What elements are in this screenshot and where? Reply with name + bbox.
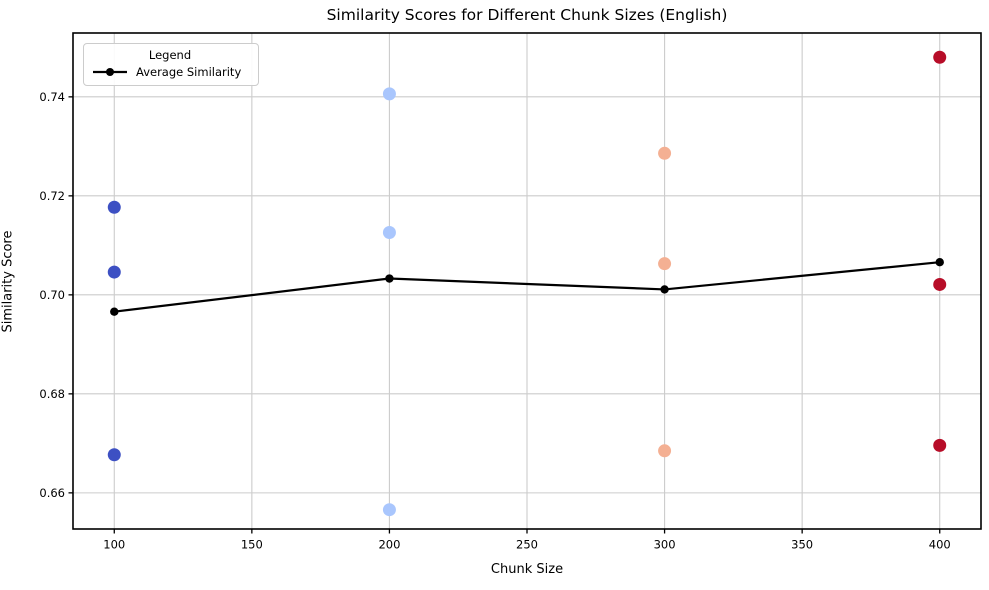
scatter-point — [107, 448, 121, 462]
average-point — [110, 307, 119, 316]
average-line — [114, 261, 940, 313]
legend-entry-label: Average Similarity — [136, 65, 242, 79]
plot-frame — [72, 32, 982, 530]
scatter-point — [658, 146, 672, 160]
y-tick-label: 0.68 — [39, 387, 65, 401]
x-tick-label: 350 — [791, 538, 813, 552]
x-axis-label: Chunk Size — [490, 562, 564, 577]
line-dot-marker-icon — [93, 68, 127, 76]
scatter-point — [658, 257, 672, 271]
y-tick-label: 0.66 — [39, 486, 65, 500]
chart-title: Similarity Scores for Different Chunk Si… — [326, 6, 728, 24]
scatter-point — [107, 265, 121, 279]
y-tick-label: 0.70 — [39, 288, 65, 302]
x-tick-label: 250 — [516, 538, 538, 552]
average-point — [385, 274, 394, 283]
legend-entry: Average Similarity — [91, 65, 249, 79]
x-tick-label: 300 — [654, 538, 676, 552]
x-tick-label: 400 — [929, 538, 951, 552]
y-tick-label: 0.72 — [39, 189, 65, 203]
y-tick-label: 0.74 — [39, 90, 65, 104]
scatter-point — [382, 87, 396, 101]
legend-title: Legend — [148, 48, 192, 62]
x-tick-label: 200 — [378, 538, 400, 552]
scatter-point — [933, 438, 947, 452]
y-axis-label: Similarity Score — [0, 230, 16, 333]
x-tick-label: 150 — [241, 538, 263, 552]
scatter-point — [933, 50, 947, 64]
legend: Legend Average Similarity — [83, 43, 259, 86]
average-point — [935, 257, 944, 267]
scatter-point — [933, 277, 947, 291]
x-tick-label: 100 — [103, 538, 125, 552]
scatter-point — [382, 503, 396, 517]
scatter-point — [107, 200, 121, 214]
scatter-point — [658, 444, 672, 458]
scatter-point — [382, 225, 396, 239]
average-point — [660, 285, 669, 294]
